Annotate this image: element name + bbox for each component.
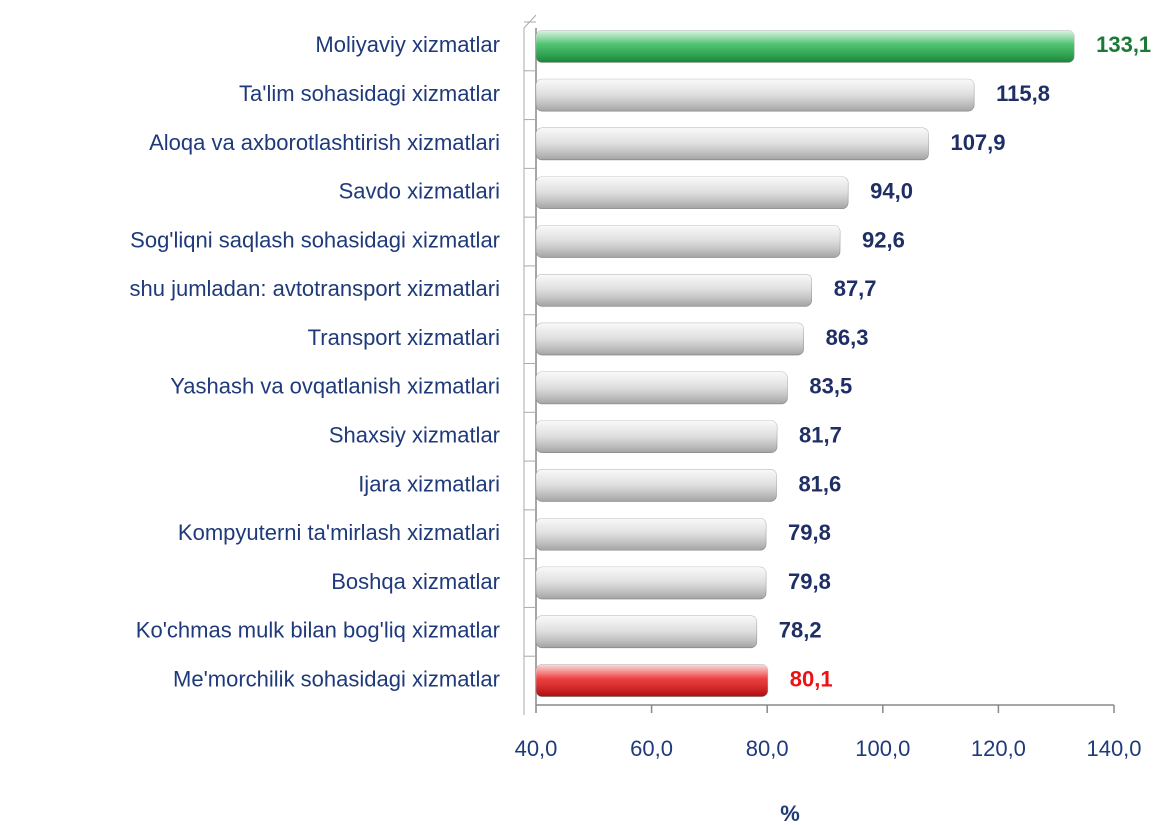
bar-shine bbox=[536, 567, 767, 600]
y-tick-label: Ijara xizmatlari bbox=[358, 471, 500, 496]
bar-shine bbox=[536, 30, 1075, 63]
value-label: 78,2 bbox=[779, 618, 822, 643]
value-label: 94,0 bbox=[870, 179, 913, 204]
value-label: 81,6 bbox=[798, 471, 841, 496]
value-label: 83,5 bbox=[809, 374, 852, 399]
bar-shine bbox=[536, 664, 768, 697]
x-tick-label: 120,0 bbox=[971, 736, 1026, 761]
y-tick-label: Sog'liqni saqlash sohasidagi xizmatlar bbox=[130, 227, 500, 252]
bar-shine bbox=[536, 225, 841, 258]
y-tick-label: Ta'lim sohasidagi xizmatlar bbox=[239, 81, 500, 106]
bar-shine bbox=[536, 176, 849, 209]
value-label: 92,6 bbox=[862, 227, 905, 252]
bar-shine bbox=[536, 323, 804, 356]
value-label: 79,8 bbox=[788, 520, 831, 545]
y-tick-label: shu jumladan: avtotransport xizmatlari bbox=[130, 276, 501, 301]
value-label: 80,1 bbox=[790, 666, 833, 691]
y-tick-label: Me'morchilik sohasidagi xizmatlar bbox=[173, 666, 500, 691]
bar-shine bbox=[536, 420, 778, 453]
y-tick-label: Savdo xizmatlari bbox=[339, 179, 500, 204]
y-tick-label: Aloqa va axborotlashtirish xizmatlari bbox=[149, 130, 500, 155]
bar-shine bbox=[536, 79, 975, 112]
value-label: 115,8 bbox=[996, 81, 1050, 106]
x-axis-label: % bbox=[780, 801, 800, 825]
value-label: 87,7 bbox=[834, 276, 877, 301]
x-tick-label: 60,0 bbox=[630, 736, 673, 761]
y-tick-label: Kompyuterni ta'mirlash xizmatlari bbox=[178, 520, 500, 545]
x-tick-label: 100,0 bbox=[855, 736, 910, 761]
y-tick-label: Ko'chmas mulk bilan bog'liq xizmatlar bbox=[136, 618, 500, 643]
value-label: 81,7 bbox=[799, 422, 842, 447]
y-tick-label: Moliyaviy xizmatlar bbox=[315, 32, 500, 57]
x-tick-label: 80,0 bbox=[746, 736, 789, 761]
value-label: 107,9 bbox=[950, 130, 1005, 155]
x-tick-label: 140,0 bbox=[1086, 736, 1141, 761]
bar-shine bbox=[536, 274, 812, 307]
y-tick-label: Shaxsiy xizmatlar bbox=[329, 422, 500, 447]
value-label: 79,8 bbox=[788, 569, 831, 594]
y-tick-label: Boshqa xizmatlar bbox=[331, 569, 500, 594]
x-tick-label: 40,0 bbox=[515, 736, 558, 761]
bar-shine bbox=[536, 127, 929, 160]
y-tick-label: Yashash va ovqatlanish xizmatlari bbox=[170, 374, 500, 399]
bar-shine bbox=[536, 518, 767, 551]
bar-shine bbox=[536, 469, 777, 502]
value-label: 86,3 bbox=[826, 325, 869, 350]
value-label: 133,1 bbox=[1096, 32, 1151, 57]
bar-shine bbox=[536, 371, 788, 404]
bar-shine bbox=[536, 615, 757, 648]
y-tick-label: Transport xizmatlari bbox=[308, 325, 500, 350]
